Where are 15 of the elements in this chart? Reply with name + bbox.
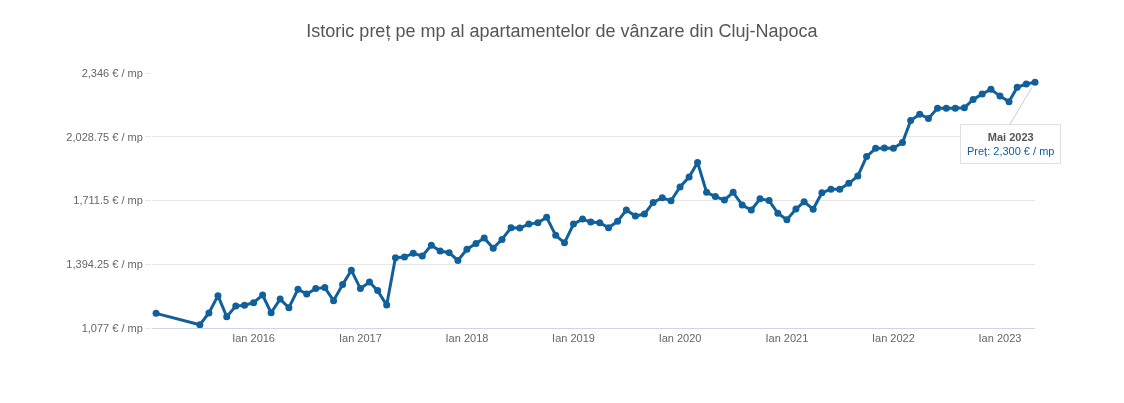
y-tick-label: 1,394.25 € / mp — [66, 258, 143, 271]
annotation: Mai 2023 Preț: 2,300 € / mp — [967, 131, 1055, 158]
y-tick-label: 2,346 € / mp — [81, 66, 143, 79]
x-tick-label: Ian 2016 — [232, 332, 275, 345]
x-tick-label: Ian 2022 — [872, 332, 915, 345]
y-tick-label: 1,711.5 € / mp — [73, 194, 143, 207]
x-tick-label: Ian 2020 — [658, 332, 702, 345]
x-tick-label: Ian 2021 — [765, 332, 809, 345]
x-tick-label: Ian 2017 — [339, 332, 382, 345]
chart-title: Istoric preț pe mp al apartamentelor de vânzare din Cluj-Napoca — [306, 20, 819, 41]
x-tick-label: Ian 2023 — [978, 332, 1022, 345]
y-tick-label: 1,077 € / mp — [81, 321, 143, 334]
x-tick-label: Ian 2019 — [552, 332, 595, 345]
x-tick-label: Ian 2018 — [445, 332, 489, 345]
y-tick-label: 2,028.75 € / mp — [66, 130, 143, 143]
